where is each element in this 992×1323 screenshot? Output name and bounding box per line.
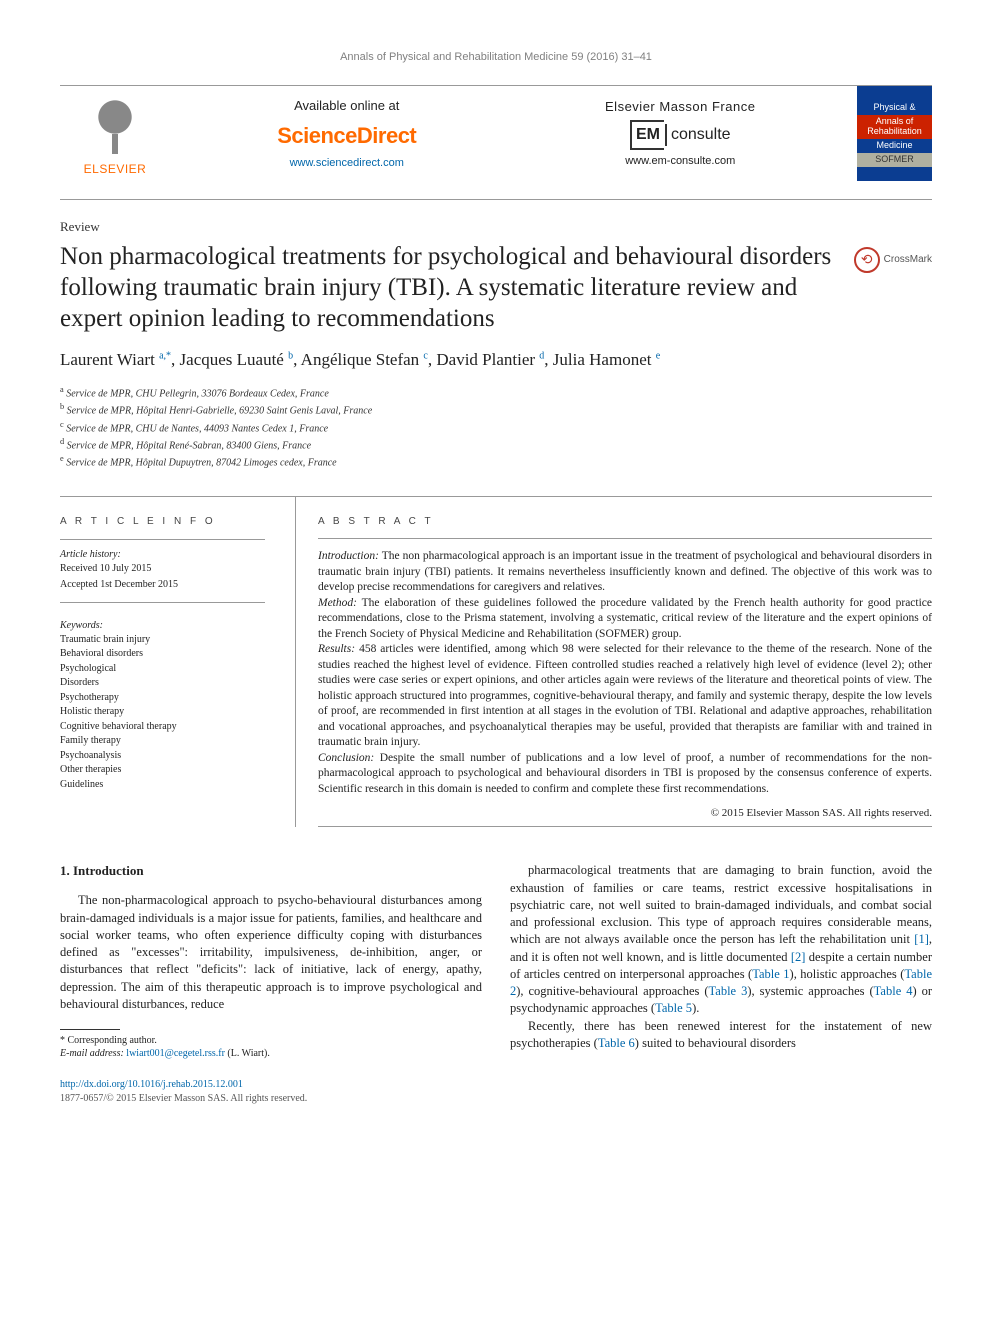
article-type: Review (60, 218, 932, 236)
affiliation-line: b Service de MPR, Hôpital Henri-Gabriell… (60, 401, 932, 418)
abstract-column: A B S T R A C T Introduction: The non ph… (295, 497, 932, 828)
p2f: ), systemic approaches ( (747, 984, 873, 998)
affiliations: a Service de MPR, CHU Pellegrin, 33076 B… (60, 384, 932, 471)
section-1-heading: 1. Introduction (60, 862, 482, 880)
p2a: pharmacological treatments that are dama… (510, 863, 932, 946)
sciencedirect-url[interactable]: www.sciencedirect.com (190, 156, 504, 171)
abstract-results: Results: 458 articles were identified, a… (318, 642, 932, 751)
corresponding-author-footnote: * Corresponding author. E-mail address: … (60, 1034, 482, 1060)
p3b: ) suited to behavioural disorders (635, 1036, 796, 1050)
keywords-list: Traumatic brain injuryBehavioral disorde… (60, 633, 265, 792)
ref-2-link[interactable]: [2] (791, 950, 806, 964)
corr-email-who: (L. Wiart). (227, 1048, 269, 1059)
doi-link[interactable]: http://dx.doi.org/10.1016/j.rehab.2015.1… (60, 1079, 243, 1090)
received-date: Received 10 July 2015 (60, 562, 265, 576)
keyword: Guidelines (60, 778, 265, 792)
abstract-intro: Introduction: The non pharmacological ap… (318, 549, 932, 596)
author-list: Laurent Wiart a,*, Jacques Luauté b, Ang… (60, 348, 932, 372)
table-5-link[interactable]: Table 5 (655, 1001, 692, 1015)
method-text: The elaboration of these guidelines foll… (318, 597, 932, 640)
crossmark-label: CrossMark (884, 253, 932, 267)
crossmark-icon: ⟲ (854, 247, 880, 273)
p2e: ), cognitive-behavioural approaches ( (516, 984, 708, 998)
elsevier-masson-label: Elsevier Masson France (524, 98, 838, 116)
elsevier-logo-block: ELSEVIER (60, 89, 170, 178)
article-info-column: A R T I C L E I N F O Article history: R… (60, 497, 265, 828)
conclusion-label: Conclusion: (318, 752, 374, 764)
cover-rehab: Rehabilitation (867, 126, 922, 136)
doi-block: http://dx.doi.org/10.1016/j.rehab.2015.1… (60, 1078, 932, 1106)
journal-cover-thumbnail: Physical & Annals of Rehabilitation Medi… (857, 86, 932, 181)
keyword: Psychological (60, 662, 265, 676)
body-para-2: pharmacological treatments that are dama… (510, 862, 932, 1017)
cover-annals: Annals of (876, 116, 914, 126)
keyword: Holistic therapy (60, 705, 265, 719)
keyword: Family therapy (60, 734, 265, 748)
em-consulte-logo: EM consulte (630, 120, 731, 150)
keyword: Psychotherapy (60, 691, 265, 705)
affiliation-line: d Service de MPR, Hôpital René-Sabran, 8… (60, 436, 932, 453)
corr-email-link[interactable]: lwiart001@cegetel.rss.fr (126, 1048, 225, 1059)
corr-label: * Corresponding author. (60, 1034, 482, 1047)
abstract-conclusion: Conclusion: Despite the small number of … (318, 751, 932, 798)
affiliation-line: a Service de MPR, CHU Pellegrin, 33076 B… (60, 384, 932, 401)
cover-line-4: SOFMER (857, 153, 932, 167)
sd-available-label: Available online at (190, 97, 504, 115)
keyword: Behavioral disorders (60, 647, 265, 661)
em-consulte-block: Elsevier Masson France EM consulte www.e… (524, 98, 838, 170)
footnote-rule (60, 1029, 120, 1030)
running-header: Annals of Physical and Rehabilitation Me… (60, 50, 932, 65)
email-label: E-mail address: (60, 1048, 124, 1059)
keyword: Other therapies (60, 763, 265, 777)
sciencedirect-logo: ScienceDirect (190, 121, 504, 152)
accepted-date: Accepted 1st December 2015 (60, 578, 265, 592)
keyword: Disorders (60, 676, 265, 690)
keyword: Cognitive behavioral therapy (60, 720, 265, 734)
em-box: EM (630, 120, 664, 150)
sciencedirect-block: Available online at ScienceDirect www.sc… (190, 97, 504, 171)
method-label: Method: (318, 597, 357, 609)
masthead-rule (60, 199, 932, 200)
elsevier-wordmark: ELSEVIER (84, 161, 147, 178)
history-label: Article history: (60, 548, 265, 562)
results-label: Results: (318, 643, 355, 655)
p2h: ). (692, 1001, 699, 1015)
body-para-1: The non-pharmacological approach to psyc… (60, 892, 482, 1013)
consulte-word: consulte (665, 124, 731, 146)
keyword: Psychoanalysis (60, 749, 265, 763)
issn-copyright: 1877-0657/© 2015 Elsevier Masson SAS. Al… (60, 1093, 307, 1104)
cover-line-1: Physical & (857, 101, 932, 115)
abstract-heading: A B S T R A C T (318, 515, 932, 529)
cover-line-3: Medicine (857, 139, 932, 153)
article-title: Non pharmacological treatments for psych… (60, 241, 834, 335)
p2d: ), holistic approaches ( (790, 967, 905, 981)
intro-label: Introduction: (318, 550, 379, 562)
intro-text: The non pharmacological approach is an i… (318, 550, 932, 593)
abstract-copyright: © 2015 Elsevier Masson SAS. All rights r… (318, 806, 932, 821)
table-6-link[interactable]: Table 6 (598, 1036, 635, 1050)
ref-1-link[interactable]: [1] (914, 932, 929, 946)
crossmark-badge[interactable]: ⟲ CrossMark (854, 247, 932, 273)
table-1-link[interactable]: Table 1 (752, 967, 789, 981)
keyword: Traumatic brain injury (60, 633, 265, 647)
body-para-3: Recently, there has been renewed interes… (510, 1018, 932, 1053)
affiliation-line: e Service de MPR, Hôpital Dupuytren, 870… (60, 453, 932, 470)
table-4-link[interactable]: Table 4 (874, 984, 913, 998)
table-3-link[interactable]: Table 3 (709, 984, 748, 998)
keywords-label: Keywords: (60, 619, 265, 633)
cover-line-2: Annals of Rehabilitation (857, 115, 932, 139)
em-consulte-url[interactable]: www.em-consulte.com (524, 154, 838, 169)
masthead: ELSEVIER Available online at ScienceDire… (60, 86, 932, 181)
results-text: 458 articles were identified, among whic… (318, 643, 932, 748)
affiliation-line: c Service de MPR, CHU de Nantes, 44093 N… (60, 419, 932, 436)
abstract-method: Method: The elaboration of these guideli… (318, 596, 932, 643)
article-info-heading: A R T I C L E I N F O (60, 515, 265, 529)
conclusion-text: Despite the small number of publications… (318, 752, 932, 795)
body-text: 1. Introduction The non-pharmacological … (60, 862, 932, 1060)
elsevier-tree-icon (80, 89, 150, 159)
